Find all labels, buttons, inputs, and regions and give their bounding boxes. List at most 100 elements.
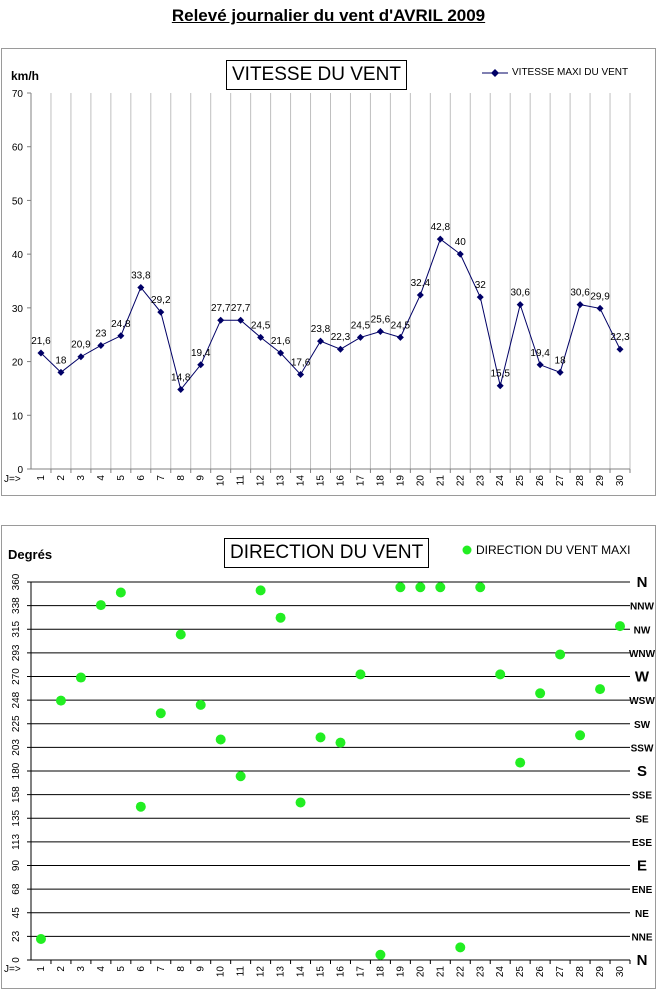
direction-data-point [355, 669, 366, 680]
speed-x-tick-label: 5 [116, 475, 127, 481]
direction-x-tick-label: 12 [256, 966, 267, 978]
direction-data-point [255, 585, 266, 596]
direction-legend-label: DIRECTION DU VENT MAXI [476, 543, 631, 557]
speed-x-tick-label: 11 [236, 475, 247, 486]
direction-x-tick-label: 6 [136, 966, 147, 972]
direction-x-tick-label: 26 [535, 966, 546, 978]
speed-data-point [456, 250, 464, 258]
direction-compass-label: W [635, 669, 650, 686]
direction-x-tick-label: 8 [176, 966, 187, 972]
direction-compass-label: WNW [629, 649, 656, 660]
speed-data-point [576, 301, 584, 309]
direction-x-tick-label: 27 [555, 966, 566, 978]
direction-y-tick-label: 338 [11, 597, 22, 614]
direction-compass-label: SE [635, 814, 649, 825]
direction-x-tick-label: 23 [475, 966, 486, 978]
direction-data-point [575, 730, 586, 741]
direction-data-point [55, 695, 66, 706]
speed-data-point [436, 235, 444, 243]
speed-data-point [137, 283, 145, 291]
direction-x-tick-label: 14 [296, 966, 307, 978]
speed-x-tick-label: 21 [435, 475, 446, 487]
direction-data-point [455, 942, 466, 953]
speed-data-point [317, 337, 325, 345]
direction-x-tick-label: 5 [116, 966, 127, 972]
direction-x-tick-label: 21 [435, 966, 446, 978]
speed-series-line [40, 238, 621, 391]
speed-x-tick-label: 26 [535, 475, 546, 487]
direction-x-tick-label: 9 [196, 966, 207, 972]
direction-data-point [595, 684, 606, 695]
speed-x-tick-label: 7 [156, 475, 167, 481]
speed-x-tick-label: 19 [395, 475, 406, 487]
speed-data-label: 21,6 [31, 336, 51, 347]
direction-data-point [495, 669, 506, 680]
speed-x-tick-label: 2 [56, 475, 67, 481]
speed-x-prefix: J=> [4, 474, 21, 485]
speed-data-point [396, 333, 404, 341]
direction-x-tick-label: 20 [415, 966, 426, 978]
direction-x-tick-label: 15 [316, 966, 327, 978]
speed-data-point [117, 332, 125, 340]
direction-compass-label: N [637, 574, 648, 591]
direction-x-tick-label: 29 [595, 966, 606, 978]
speed-y-tick-label: 70 [12, 89, 24, 100]
speed-y-tick-label: 20 [12, 358, 24, 369]
direction-compass-label: WSW [629, 696, 655, 707]
direction-y-tick-label: 135 [11, 809, 22, 826]
speed-data-point [556, 368, 564, 376]
speed-data-point [496, 382, 504, 390]
speed-y-axis-label: km/h [11, 69, 40, 83]
direction-data-point [315, 732, 326, 743]
speed-x-tick-label: 3 [76, 475, 87, 481]
speed-x-tick-label: 30 [615, 475, 626, 487]
direction-compass-label: N [637, 952, 648, 969]
speed-data-point [297, 370, 305, 378]
speed-data-point [516, 301, 524, 309]
direction-y-tick-label: 180 [11, 762, 22, 779]
speed-y-tick-label: 40 [12, 250, 24, 261]
speed-x-tick-label: 17 [355, 475, 366, 487]
speed-x-tick-label: 6 [136, 475, 147, 481]
speed-x-tick-label: 16 [335, 475, 346, 487]
speed-y-tick-label: 30 [12, 304, 24, 315]
direction-x-tick-label: 4 [96, 966, 107, 972]
speed-data-label: 30,6 [570, 288, 590, 299]
direction-data-point [275, 612, 286, 623]
direction-data-point [535, 688, 546, 699]
speed-x-tick-label: 28 [575, 475, 586, 487]
direction-y-tick-label: 68 [11, 883, 22, 895]
speed-data-label: 42,8 [431, 222, 451, 233]
speed-data-point [616, 345, 624, 353]
direction-data-point [555, 649, 566, 660]
direction-x-tick-label: 19 [395, 966, 406, 978]
speed-y-tick-label: 10 [12, 411, 24, 422]
direction-data-point [515, 757, 526, 768]
direction-data-point [215, 734, 226, 745]
speed-data-label: 27,7 [231, 303, 251, 314]
direction-x-tick-label: 18 [375, 966, 386, 978]
direction-y-tick-label: 90 [11, 860, 22, 872]
direction-legend-marker-icon [462, 545, 472, 555]
speed-chart-title: VITESSE DU VENT [226, 60, 407, 90]
direction-y-tick-label: 158 [11, 786, 22, 803]
speed-data-point [217, 316, 225, 324]
speed-data-label: 32 [475, 280, 487, 291]
speed-data-label: 17,6 [291, 357, 311, 368]
direction-x-tick-label: 7 [156, 966, 167, 972]
speed-data-label: 20,9 [71, 340, 91, 351]
speed-data-label: 23,8 [311, 324, 331, 335]
speed-x-tick-label: 22 [455, 475, 466, 487]
direction-x-tick-label: 11 [236, 966, 247, 977]
speed-data-label: 15,5 [490, 369, 510, 380]
direction-y-tick-label: 0 [11, 957, 22, 963]
speed-data-label: 14,8 [171, 373, 191, 384]
direction-data-point [235, 771, 246, 782]
speed-x-tick-label: 13 [276, 475, 287, 487]
direction-y-tick-label: 203 [11, 739, 22, 756]
direction-chart-title: DIRECTION DU VENT [224, 538, 430, 568]
speed-data-point [97, 341, 105, 349]
speed-data-point [37, 349, 45, 357]
direction-y-tick-label: 293 [11, 644, 22, 661]
speed-data-label: 24,5 [251, 320, 271, 331]
